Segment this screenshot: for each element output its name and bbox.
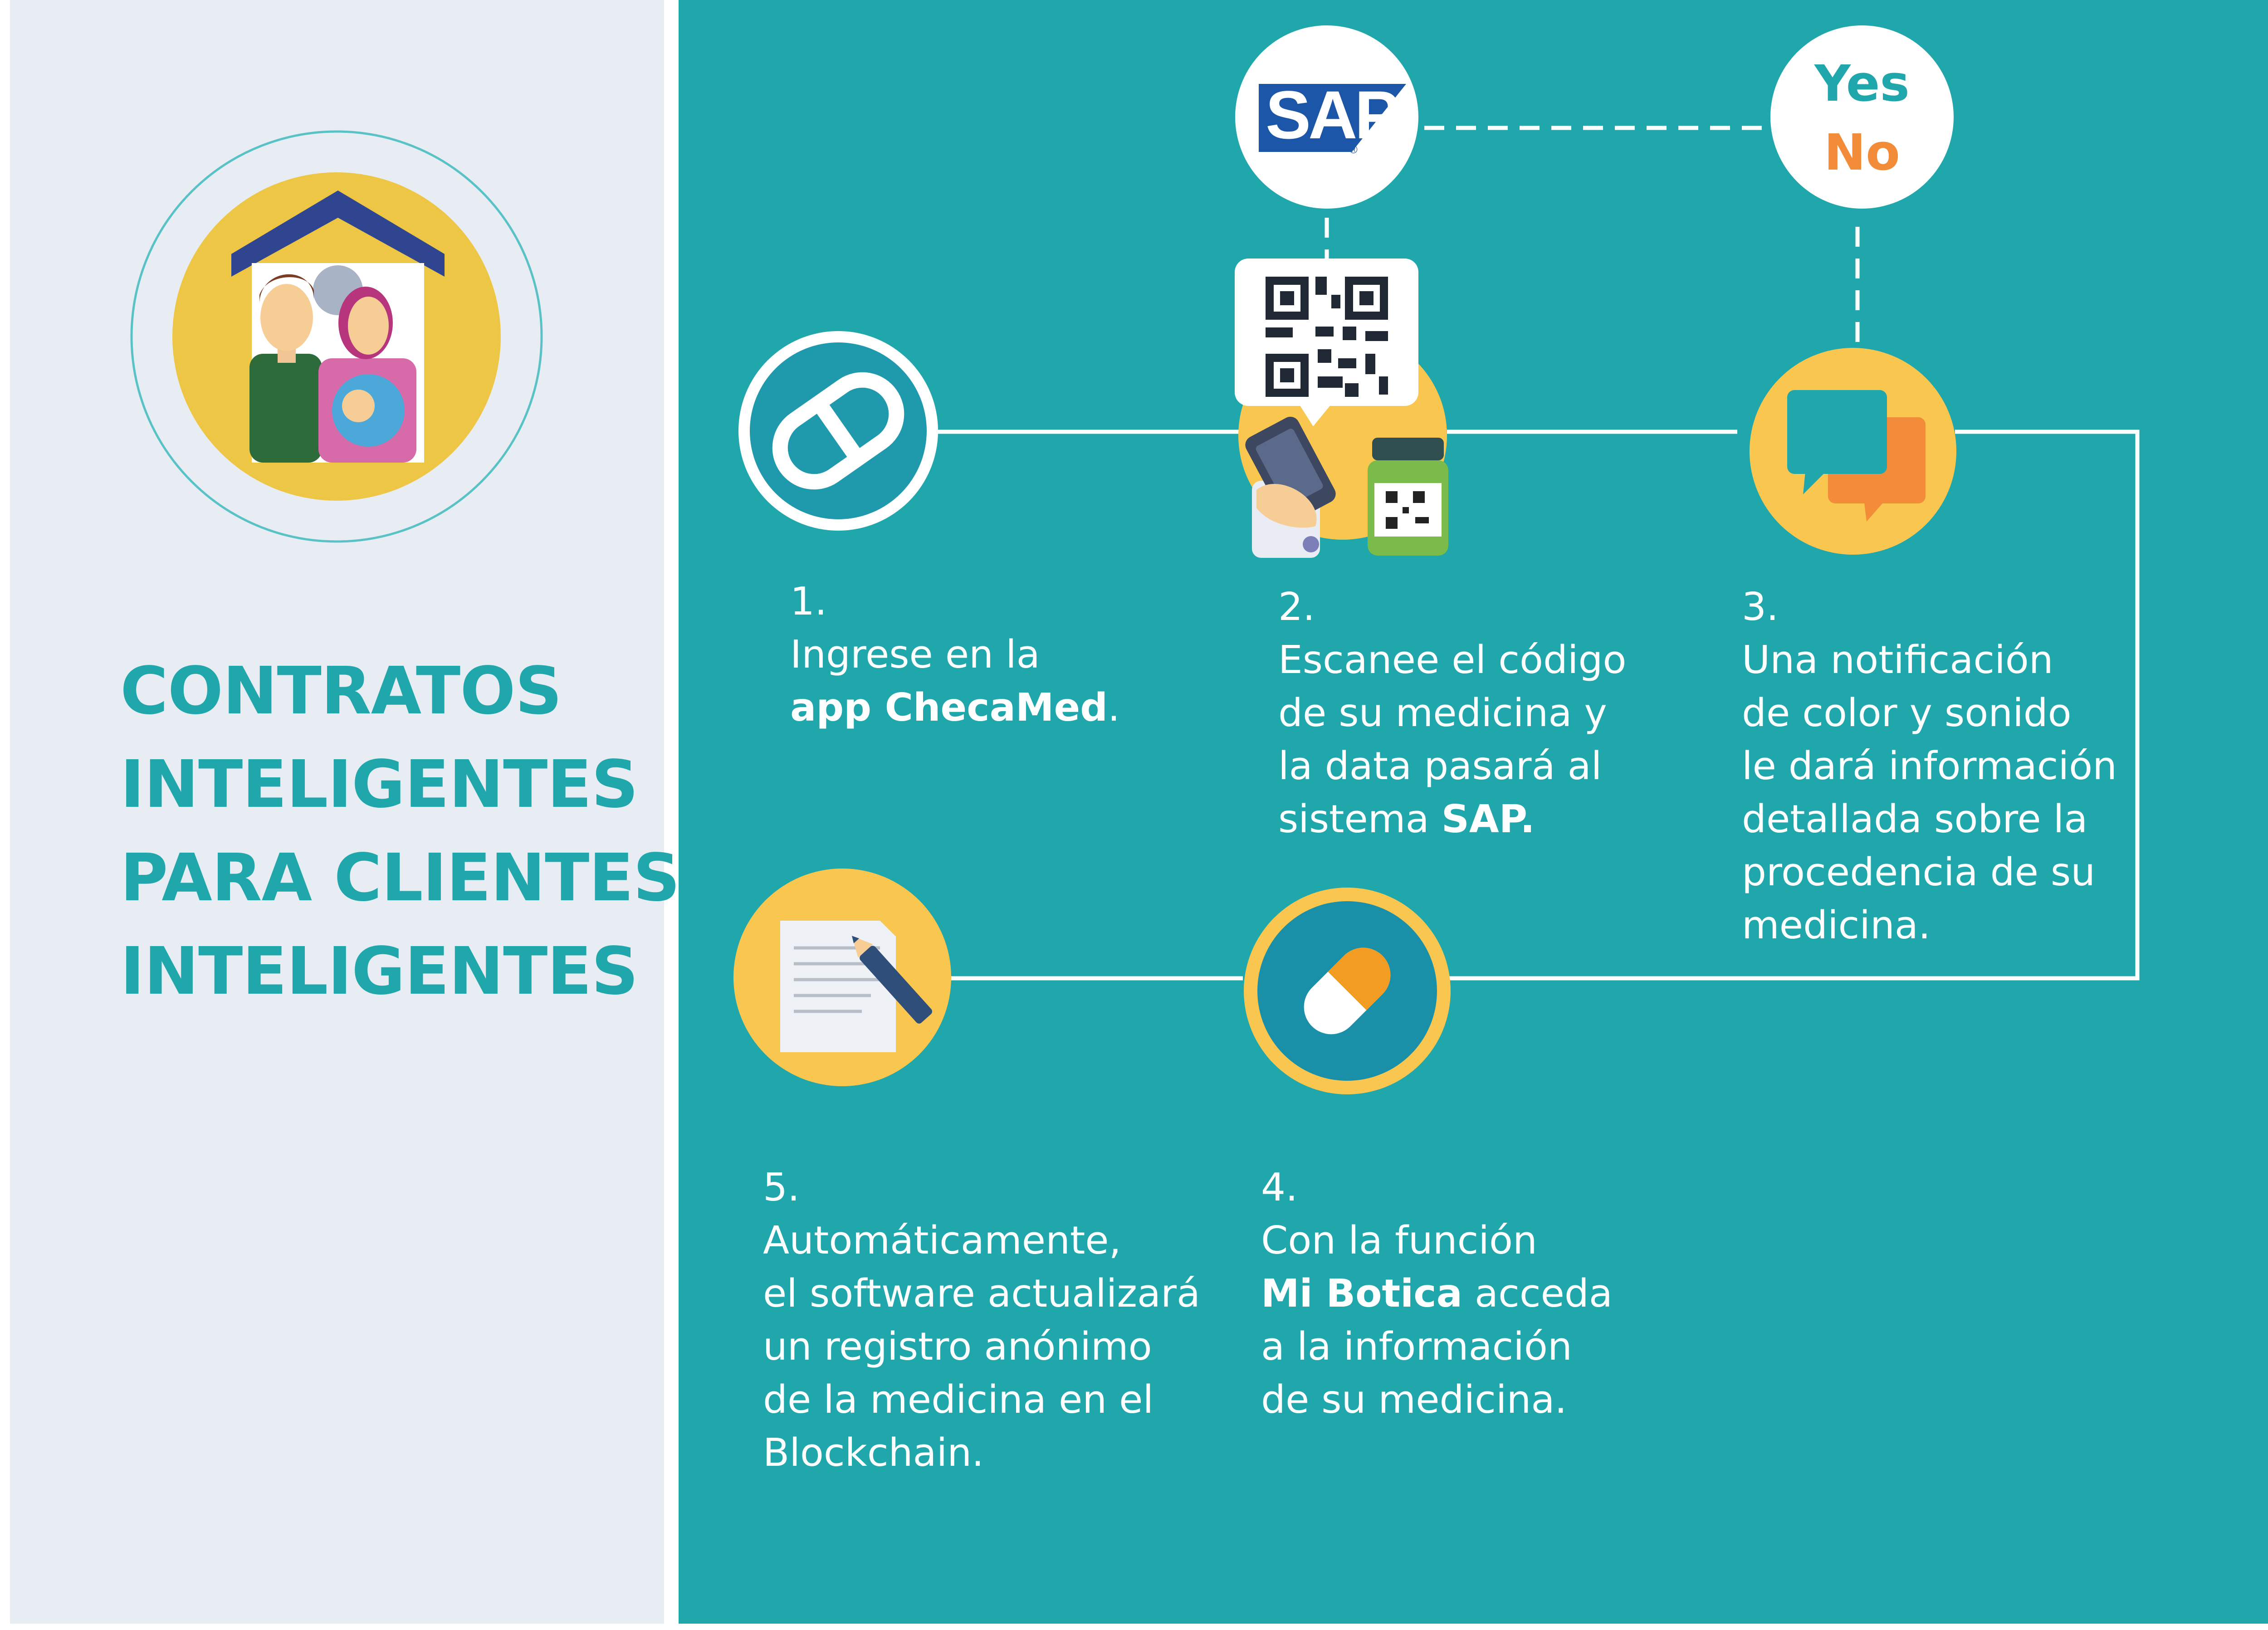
step-4: 4. Con la función Mi Botica acceda a la … (1261, 1161, 1613, 1426)
step-line: un registro anónimo (763, 1324, 1152, 1369)
step-line: a la información (1261, 1324, 1572, 1369)
step-number: 4. (1261, 1165, 1298, 1210)
step-line: detallada sobre la (1742, 797, 2088, 842)
step-line: de color y sonido (1742, 691, 2072, 736)
step-number: 5. (763, 1165, 800, 1210)
document-pen-icon (733, 869, 951, 1086)
step-line: sistema SAP. (1278, 797, 1535, 842)
title-line: INTELIGENTES (120, 746, 638, 822)
step-number: 3. (1742, 585, 1779, 630)
step-line: de su medicina. (1261, 1377, 1567, 1422)
title-line: PARA CLIENTES (120, 839, 680, 916)
step-line: medicina. (1742, 903, 1931, 948)
step-line: Ingrese en la (790, 632, 1040, 677)
dashed-connectors (1325, 126, 1860, 351)
pill-icon (1244, 888, 1451, 1094)
step-line: Blockchain. (763, 1430, 984, 1475)
decision-bubble (1770, 25, 1954, 209)
step-line: app ChecaMed. (790, 685, 1120, 730)
step-line: Con la función (1261, 1218, 1537, 1263)
svg-text:SAP: SAP (1266, 77, 1398, 153)
step-line: de la medicina en el (763, 1377, 1154, 1422)
page-title: CONTRATOS INTELIGENTES PARA CLIENTES INT… (120, 644, 680, 1018)
family-home-icon (130, 130, 543, 543)
qr-code-icon (1235, 259, 1418, 426)
sap-logo-icon: SAP ® (1235, 25, 1418, 209)
step-line: la data pasará al (1278, 744, 1602, 789)
step-line: de su medicina y (1278, 691, 1607, 736)
step-5: 5. Automáticamente, el software actualiz… (763, 1161, 1200, 1479)
svg-text:®: ® (1349, 144, 1358, 156)
medicine-bottle-icon (1368, 438, 1448, 556)
checamed-logo-icon (738, 331, 938, 531)
decision-yes: Yes (1814, 54, 1910, 112)
scan-illustration (1235, 259, 1448, 558)
step-line: Una notificación (1742, 638, 2053, 683)
step-line: Automáticamente, (763, 1218, 1121, 1263)
step-number: 1. (790, 579, 827, 624)
title-line: CONTRATOS (120, 653, 562, 729)
step-2: 2. Escanee el código de su medicina y la… (1278, 581, 1627, 846)
step-3: 3. Una notificación de color y sonido le… (1742, 581, 2117, 952)
step-line: el software actualizará (763, 1271, 1201, 1316)
chat-bubbles-icon (1750, 348, 1956, 555)
decision-no: No (1824, 123, 1900, 181)
title-line: INTELIGENTES (120, 933, 638, 1009)
phone-scan-icon (1245, 416, 1336, 558)
step-number: 2. (1278, 585, 1315, 630)
step-line: le dará información (1742, 744, 2117, 789)
step-line: Mi Botica acceda (1261, 1271, 1613, 1316)
connector-lines (934, 429, 2140, 981)
step-line: procedencia de su (1742, 850, 2096, 895)
step-1: 1. Ingrese en la app ChecaMed. (790, 575, 1120, 734)
step-line: Escanee el código (1278, 638, 1627, 683)
right-panel (679, 0, 2268, 1624)
